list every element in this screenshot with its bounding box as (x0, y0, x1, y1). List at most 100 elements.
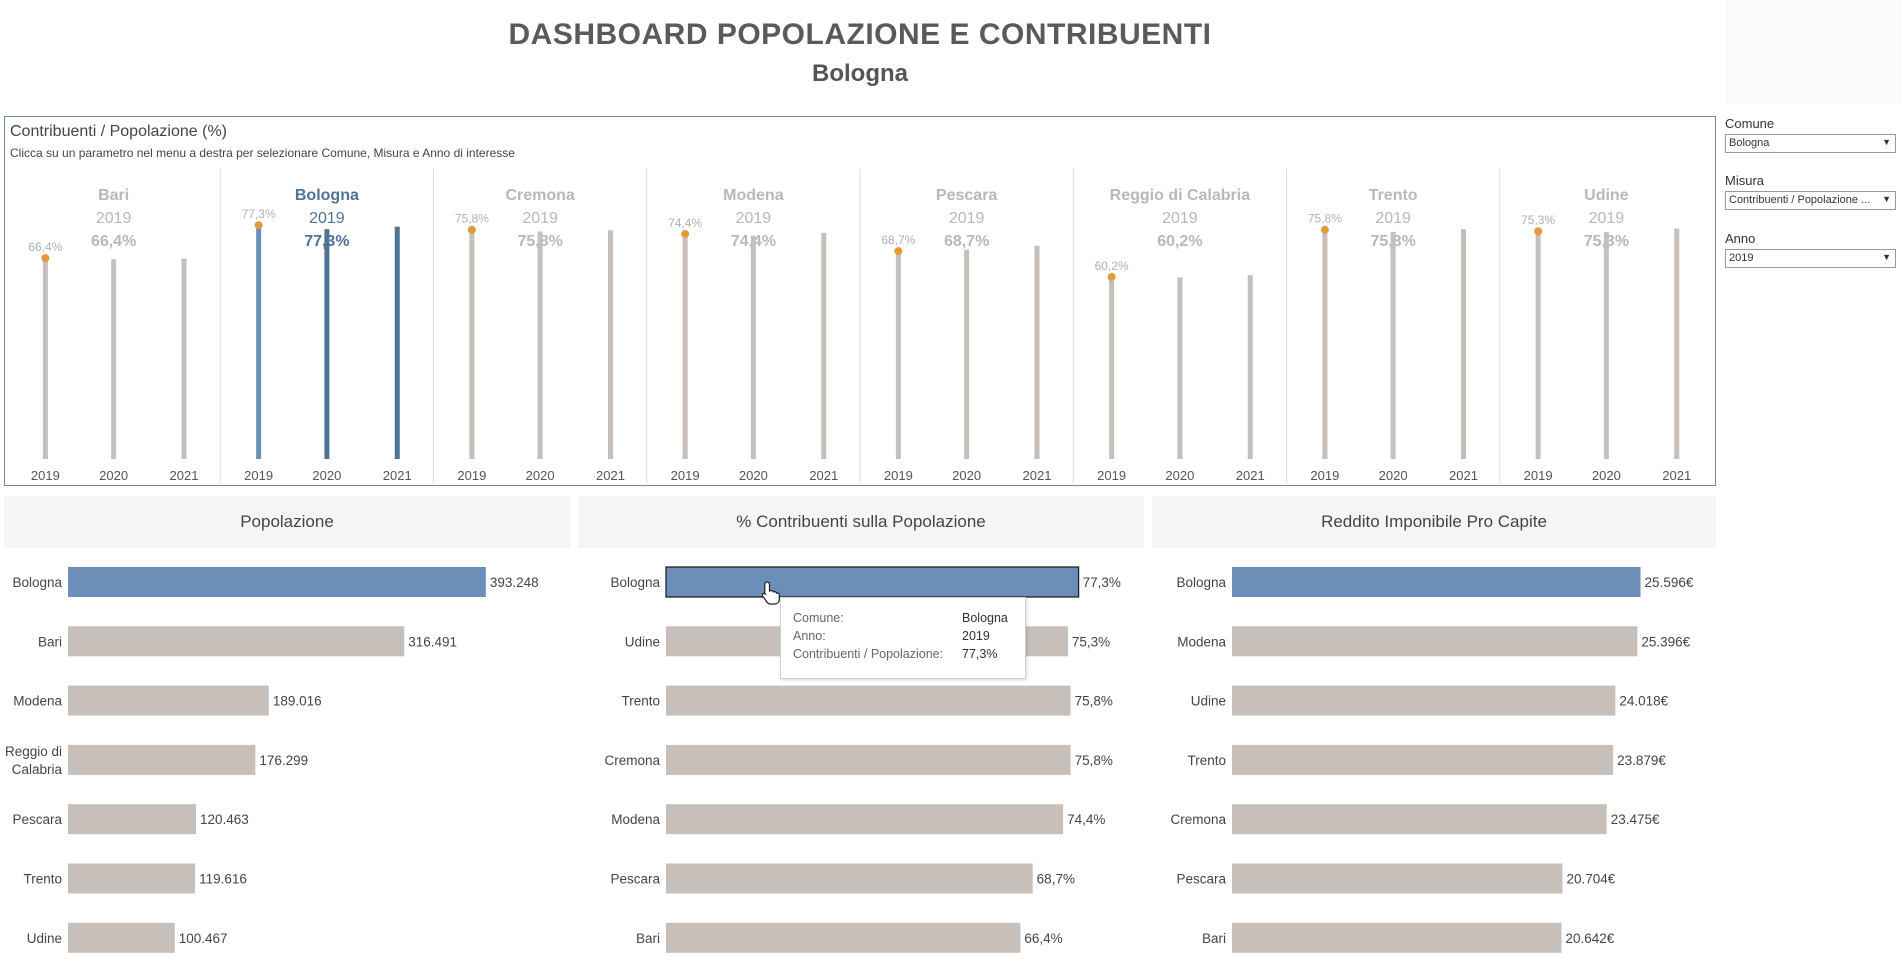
year-tick-label: 2021 (170, 468, 199, 483)
year-tick-label: 2020 (1592, 468, 1621, 483)
bar (68, 626, 405, 657)
logo-placeholder (1726, 0, 1901, 104)
value-label: 77,3% (242, 207, 276, 221)
year-tick-label: 2019 (1097, 468, 1126, 483)
year-tick-label: 2020 (1379, 468, 1408, 483)
year-bar (964, 249, 970, 459)
year-bar (607, 230, 613, 459)
selected-year-dot (681, 229, 690, 238)
category-label: Calabria (12, 762, 63, 777)
data-label: 66,4% (1024, 931, 1062, 946)
city-name: Bari (98, 187, 129, 204)
data-label: 25.396€ (1641, 634, 1690, 649)
category-label: Bologna (12, 575, 62, 590)
hand-cursor-icon (761, 581, 780, 605)
data-label: 393.248 (490, 575, 539, 590)
chevron-down-icon[interactable]: ▼ (1882, 194, 1891, 204)
data-label: 23.475€ (1611, 812, 1660, 827)
category-label: Cremona (1170, 812, 1226, 827)
bar (1232, 804, 1607, 835)
filter-comune-select[interactable]: Bologna ▼ (1725, 134, 1896, 153)
city-name: Udine (1584, 187, 1629, 204)
year-tick-label: 2019 (1524, 468, 1553, 483)
year-bar (750, 235, 756, 459)
year-tick-label: 2021 (596, 468, 625, 483)
data-label: 176.299 (259, 753, 308, 768)
selected-year-dot (1107, 272, 1116, 281)
bar (1232, 567, 1641, 597)
year-tick-label: 2019 (1310, 468, 1339, 483)
year-bar (682, 233, 688, 459)
bar (666, 922, 1021, 953)
year-tick-label: 2020 (1165, 468, 1194, 483)
bar (1232, 863, 1563, 894)
city-year: 2019 (1162, 210, 1198, 227)
category-label: Bari (38, 634, 62, 649)
filter-comune-label: Comune (1725, 116, 1775, 131)
tooltip-anno-value: 2019 (962, 629, 990, 643)
year-tick-label: 2019 (31, 468, 60, 483)
bar (666, 863, 1033, 894)
year-bar (256, 225, 262, 459)
data-label: 24.018€ (1619, 694, 1668, 709)
tooltip-misura-value: 77,3% (962, 647, 998, 661)
category-label: Pescara (610, 872, 660, 887)
chevron-down-icon[interactable]: ▼ (1882, 252, 1891, 262)
bar (68, 567, 486, 597)
selected-year-dot (41, 254, 50, 263)
category-label: Trento (621, 694, 660, 709)
city-year: 2019 (949, 210, 985, 227)
bar (666, 804, 1064, 835)
reddito-chart: Bologna 25.596€ Modena 25.396€ Udine 24.018€ T… (1170, 567, 1694, 953)
filter-misura-select[interactable]: Contribuenti / Popolazione ... ▼ (1725, 191, 1896, 210)
city-value: 68,7% (944, 233, 989, 250)
year-bar (1460, 229, 1466, 459)
year-bar (324, 229, 330, 459)
city-name: Modena (723, 187, 784, 204)
data-label: 68,7% (1037, 872, 1075, 887)
bar (666, 744, 1071, 775)
bar (1232, 685, 1616, 716)
data-label: 189.016 (273, 694, 322, 709)
data-label: 77,3% (1083, 575, 1121, 590)
bar (1232, 744, 1614, 775)
bar (68, 863, 196, 894)
tooltip-comune-value: Bologna (962, 611, 1008, 625)
selected-year-dot (467, 225, 476, 234)
filter-comune-value: Bologna (1729, 137, 1770, 149)
contribuenti-popolazione-panel: Contribuenti / Popolazione (%) Clicca su… (4, 116, 1716, 486)
category-label: Pescara (12, 812, 62, 827)
category-label: Cremona (604, 753, 660, 768)
year-bar (895, 251, 901, 459)
data-label: 100.467 (179, 931, 228, 946)
category-label: Modena (13, 694, 62, 709)
year-bar (394, 226, 400, 459)
data-label: 20.704€ (1566, 872, 1615, 887)
filter-anno-select[interactable]: 2019 ▼ (1725, 249, 1896, 268)
selected-year-dot (894, 247, 903, 256)
year-tick-label: 2020 (99, 468, 128, 483)
chevron-down-icon[interactable]: ▼ (1882, 137, 1891, 147)
data-label: 25.596€ (1645, 575, 1694, 590)
city-year: 2019 (522, 210, 558, 227)
category-label: Trento (1187, 753, 1226, 768)
year-tick-label: 2019 (884, 468, 913, 483)
selected-year-dot (1534, 227, 1543, 236)
city-name: Bologna (295, 187, 359, 204)
year-tick-label: 2021 (1662, 468, 1691, 483)
year-tick-label: 2020 (312, 468, 341, 483)
year-bar (1109, 276, 1115, 459)
filter-misura-value: Contribuenti / Popolazione ... (1729, 194, 1871, 206)
popolazione-chart: Bologna 393.248 Bari 316.491 Modena 189.016 Re… (5, 567, 539, 953)
value-label: 60,2% (1095, 259, 1129, 273)
year-bar (1322, 229, 1328, 459)
reddito-header: Reddito Imponibile Pro Capite (1152, 496, 1716, 548)
bar (1232, 626, 1638, 657)
year-bar (1603, 232, 1609, 459)
top-panel-title: Contribuenti / Popolazione (%) (10, 123, 228, 140)
data-label: 120.463 (200, 812, 249, 827)
selected-year-dot (1320, 225, 1329, 234)
year-bar (469, 229, 475, 459)
year-tick-label: 2019 (244, 468, 273, 483)
bar (68, 922, 175, 953)
